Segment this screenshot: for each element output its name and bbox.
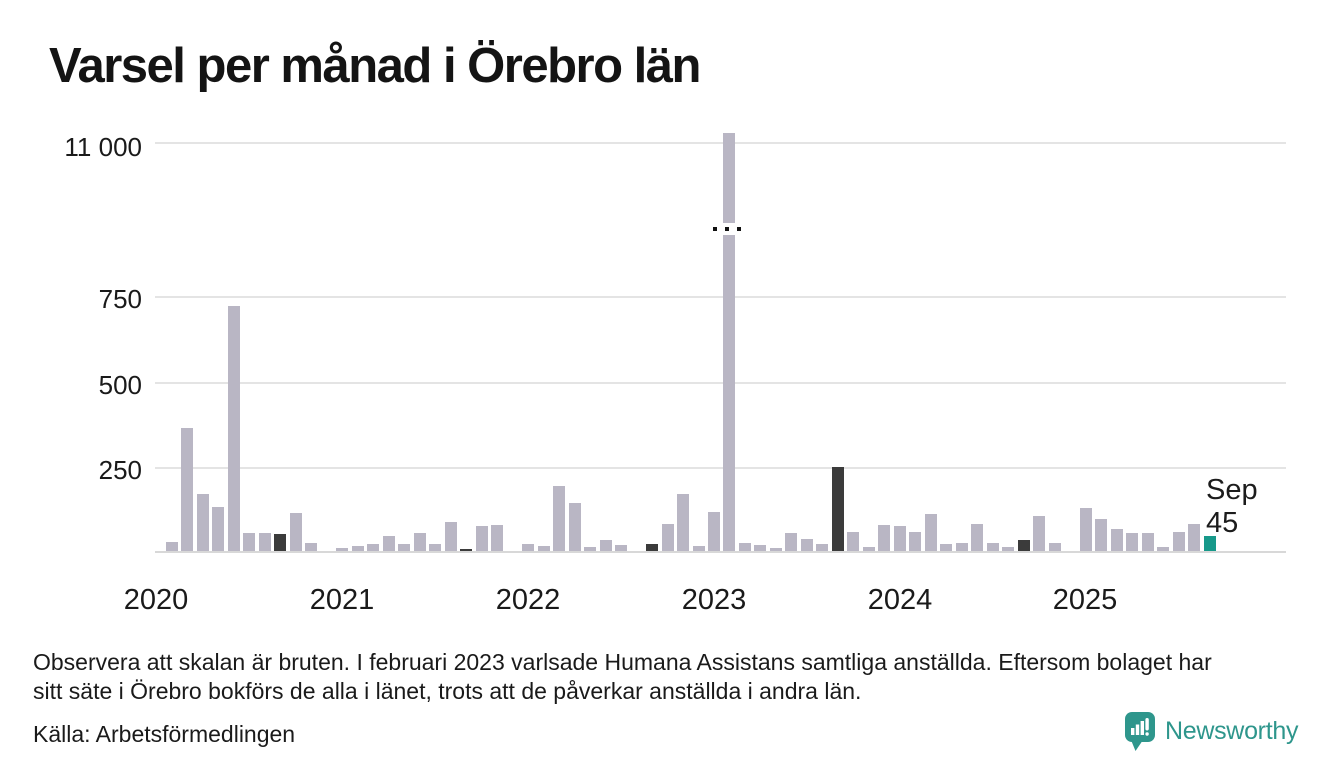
annotation-month-label: Sep [1206,474,1258,506]
bar-2020-04 [196,493,209,551]
gridline-750 [155,296,1286,298]
bar-2024-04 [940,544,953,551]
bar-2024-09 [1017,539,1030,551]
bar-2021-05 [398,544,411,551]
bar-2021-03 [367,543,380,551]
bar-2020-06 [227,306,240,551]
bar-2022-03 [553,486,565,551]
bar-2020-10 [289,513,302,551]
x-tick-label-2023: 2023 [681,584,747,616]
bar-2020-03 [181,428,194,551]
bar-2024-07 [986,542,999,551]
axis-break-dot [713,227,718,231]
bar-2023-02 [723,133,736,551]
bar-2022-01 [522,543,535,551]
bar-2025-09 [1203,535,1216,551]
newsworthy-logo-icon [1124,710,1157,752]
bar-2025-07 [1172,531,1185,551]
bar-2023-07 [800,539,813,551]
bar-2020-09 [274,534,287,551]
bar-2024-11 [1048,542,1061,551]
bar-2020-02 [165,542,178,551]
bar-2025-02 [1095,519,1108,551]
bar-2021-11 [491,524,504,551]
bar-2023-06 [785,533,798,551]
bar-2025-01 [1079,508,1092,551]
axis-break-gap [721,223,738,235]
bar-2023-08 [816,543,829,551]
y-tick-label-11000: 11 000 [64,132,142,162]
gridline-500 [155,382,1286,384]
bar-2023-12 [878,525,891,551]
bar-2024-01 [893,525,906,551]
bar-2021-01 [336,548,349,551]
bar-2023-09 [831,466,844,551]
bar-2025-03 [1110,528,1123,551]
footnote-line-1: Observera att skalan är bruten. I februa… [33,649,1212,675]
bar-2021-04 [382,536,395,551]
bar-2022-04 [568,503,581,551]
bar-2024-08 [1002,546,1015,551]
axis-break-dot [725,227,730,231]
bar-2025-06 [1157,546,1170,551]
source-text: Källa: Arbetsförmedlingen [33,721,296,747]
footnote-line-2: sitt säte i Örebro bokförs de alla i län… [33,677,862,704]
brand-name: Newsworthy [1165,716,1299,745]
bar-2023-03 [738,542,751,551]
bar-2024-06 [971,524,984,551]
bar-2024-05 [955,542,968,551]
bar-2024-03 [924,513,937,551]
x-tick-label-2022: 2022 [495,584,561,616]
bar-2021-08 [444,522,457,551]
chart-title: Varsel per månad i Örebro län [49,39,701,93]
bar-2022-11 [677,493,689,551]
x-tick-label-2025: 2025 [1052,584,1118,616]
bar-2024-02 [909,531,922,551]
bar-2023-05 [769,548,782,551]
bar-2022-06 [599,540,612,551]
newsworthy-brand-link[interactable]: Newsworthy [1124,710,1298,752]
bar-2022-09 [646,543,658,551]
gridline-11000 [155,142,1286,144]
bar-2020-07 [243,533,256,551]
bar-2023-01 [707,511,720,551]
bar-2022-02 [537,546,550,551]
bar-2021-10 [475,525,488,551]
footnote-text: Observera att skalan är bruten. I februa… [33,648,1212,705]
x-tick-label-2020: 2020 [123,584,189,616]
axis-break-dot [737,227,742,231]
y-tick-label-500: 500 [98,370,142,400]
bar-2021-07 [429,543,442,551]
y-tick-label-250: 250 [98,455,142,485]
x-tick-label-2024: 2024 [867,584,933,616]
gridline-250 [155,467,1286,469]
annotation-value-label: 45 [1206,507,1239,539]
y-tick-label-750: 750 [98,284,142,314]
latest-value-annotation: Sep 45 [1206,474,1258,540]
bar-2023-10 [847,532,860,551]
bar-2021-06 [413,532,426,551]
bar-2020-11 [305,543,318,551]
bar-2022-10 [661,523,674,551]
bar-2025-05 [1141,533,1154,551]
bar-2024-10 [1033,516,1046,551]
bar-2020-08 [258,533,271,551]
x-tick-label-2021: 2021 [309,584,375,616]
bar-2021-02 [351,545,364,551]
bar-2025-08 [1188,524,1201,551]
bar-2022-12 [692,546,705,551]
x-axis-line [155,551,1286,553]
bar-2022-07 [615,545,627,551]
bar-2021-09 [460,549,473,551]
bar-2023-11 [862,546,875,551]
bar-2025-04 [1126,533,1139,551]
bar-2023-04 [754,544,767,551]
bar-2022-05 [584,546,596,551]
bar-2020-05 [212,506,225,551]
